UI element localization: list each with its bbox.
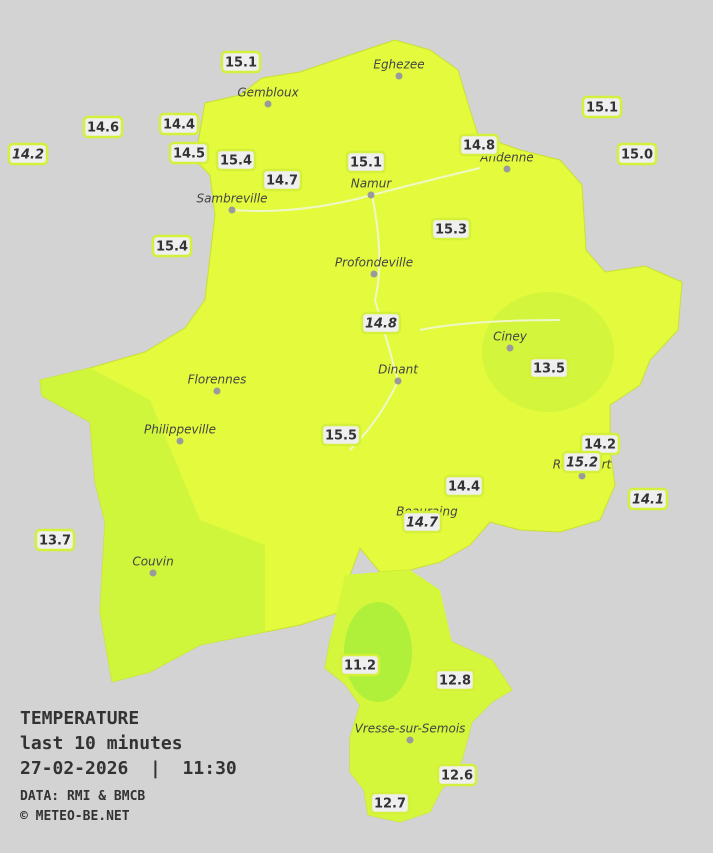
place-dot xyxy=(406,736,414,744)
station-box xyxy=(151,234,193,258)
place-dot xyxy=(149,569,157,577)
station-box xyxy=(627,487,669,511)
station-value: 14.7 xyxy=(406,516,439,531)
station-value: 15.1 xyxy=(586,101,618,116)
place-label: Couvin xyxy=(132,555,173,569)
legend-title: TEMPERATURE xyxy=(20,708,139,729)
station-value: 14.4 xyxy=(448,480,480,495)
station-box xyxy=(436,763,478,787)
station-value: 15.5 xyxy=(325,429,357,444)
station-value: 15.3 xyxy=(435,223,467,238)
station-value: 14.2 xyxy=(12,148,44,163)
station-box xyxy=(369,791,411,815)
place-label: Florennes xyxy=(188,373,247,387)
station-box xyxy=(528,356,570,380)
station-value: 14.2 xyxy=(584,438,616,453)
place-dot xyxy=(578,472,586,480)
station-value: 12.6 xyxy=(441,769,473,784)
station-value: 13.5 xyxy=(533,362,565,377)
place-dot xyxy=(370,270,378,278)
place-label: Philippeville xyxy=(144,423,216,437)
station-value: 15.2 xyxy=(566,456,598,471)
place-label: Gembloux xyxy=(237,86,299,100)
place-label: Ciney xyxy=(493,330,528,344)
station-value: 14.8 xyxy=(463,139,495,154)
station-value: 13.7 xyxy=(39,534,71,549)
station-value: 14.8 xyxy=(365,317,397,332)
station-value: 12.8 xyxy=(439,674,471,689)
station-box xyxy=(339,653,381,677)
place-dot xyxy=(176,437,184,445)
station-box xyxy=(616,142,658,166)
station-box xyxy=(345,150,387,174)
legend-datetime: 27-02-2026 | 11:30 xyxy=(20,758,237,779)
station-value: 14.6 xyxy=(87,121,119,136)
station-box xyxy=(401,510,443,534)
station-value: 15.4 xyxy=(156,240,188,255)
legend-subtitle: last 10 minutes xyxy=(20,733,183,754)
legend-source: DATA: RMI & BMCB xyxy=(20,789,145,804)
station-value: 15.4 xyxy=(220,154,252,169)
station-value: 14.4 xyxy=(163,118,195,133)
place-dot xyxy=(503,165,511,173)
station-box xyxy=(360,311,402,335)
place-dot xyxy=(394,377,402,385)
station-box xyxy=(443,474,485,498)
station-value: 11.2 xyxy=(344,659,376,674)
station-value: 14.5 xyxy=(173,147,205,162)
place-label: Eghezee xyxy=(373,58,424,72)
legend-credit: © METEO-BE.NET xyxy=(20,809,130,824)
place-dot xyxy=(228,206,236,214)
station-box xyxy=(168,141,210,165)
place-dot xyxy=(506,344,514,352)
station-box xyxy=(581,95,623,119)
station-value: 14.7 xyxy=(266,174,298,189)
place-dot xyxy=(213,387,221,395)
place-label: Sambreville xyxy=(196,192,267,206)
station-box xyxy=(34,528,76,552)
station-box xyxy=(158,112,200,136)
station-box xyxy=(458,133,500,157)
place-label: Vresse-sur-Semois xyxy=(355,722,466,736)
station-value: 15.0 xyxy=(621,148,653,163)
station-box xyxy=(215,148,257,172)
station-box xyxy=(561,450,603,474)
station-box xyxy=(261,168,303,192)
station-value: 14.1 xyxy=(632,493,664,508)
station-box xyxy=(430,217,472,241)
place-dot xyxy=(395,72,403,80)
place-label: Dinant xyxy=(378,363,419,377)
station-value: 15.1 xyxy=(350,156,382,171)
station-value: 15.1 xyxy=(225,56,257,71)
station-box xyxy=(320,423,362,447)
place-label: Namur xyxy=(351,177,393,191)
place-dot xyxy=(367,191,375,199)
place-label: Profondeville xyxy=(335,256,413,270)
station-box xyxy=(434,668,476,692)
station-value: 12.7 xyxy=(374,797,406,812)
station-box xyxy=(7,142,49,166)
place-dot xyxy=(264,100,272,108)
station-box xyxy=(220,50,262,74)
station-box xyxy=(82,115,124,139)
